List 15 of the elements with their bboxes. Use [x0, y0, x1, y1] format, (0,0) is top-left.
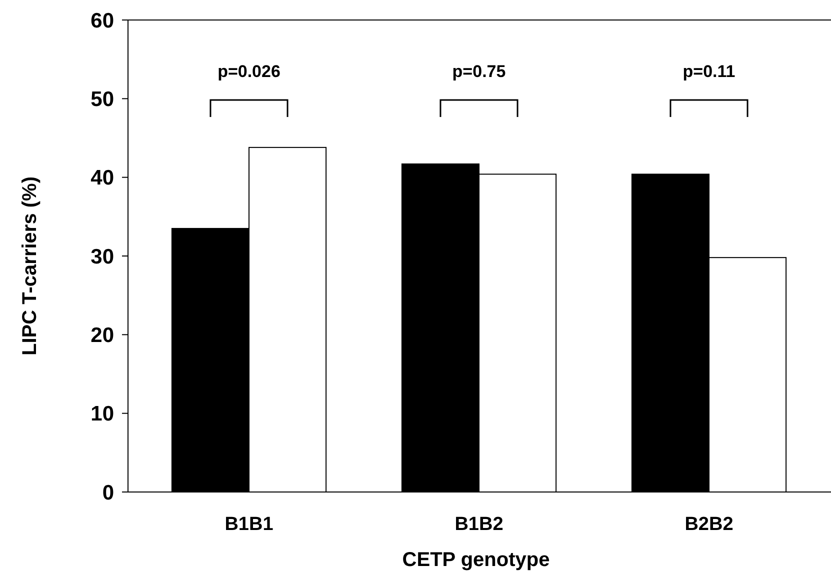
y-tick-label: 50 — [90, 88, 114, 112]
y-tick-label: 0 — [102, 481, 114, 504]
x-tick-label: B2B2 — [684, 514, 734, 535]
y-tick-label: 10 — [90, 402, 114, 426]
y-axis-title: LIPC T-carriers (%) — [19, 176, 41, 356]
annotation: p=0.026 — [218, 62, 280, 81]
x-tick-label: B1B1 — [224, 514, 274, 535]
x-tick-label: B1B2 — [454, 514, 504, 535]
y-tick-label: 60 — [90, 9, 114, 32]
y-tick-label: 30 — [90, 245, 114, 268]
y-tick-label: 20 — [90, 324, 114, 348]
x-axis-title: CETP genotype — [402, 549, 550, 571]
y-tick-label: 40 — [90, 166, 114, 190]
annotation: p=0.75 — [452, 62, 506, 81]
annotation: p=0.11 — [682, 62, 736, 81]
